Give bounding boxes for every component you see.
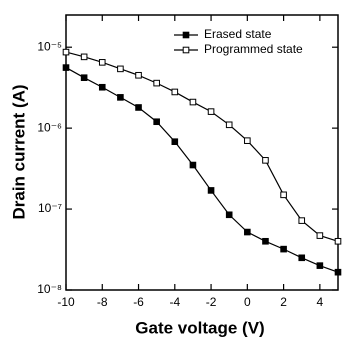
data-point — [117, 94, 124, 101]
x-tick-label: 2 — [280, 295, 287, 309]
legend-marker — [182, 31, 190, 39]
data-point — [153, 79, 160, 87]
data-point — [62, 48, 70, 56]
y-tick-label: 10⁻⁵ — [37, 39, 62, 53]
data-point — [80, 53, 88, 61]
data-point — [98, 83, 106, 91]
data-point — [135, 71, 142, 79]
data-point — [62, 64, 70, 71]
x-tick-label: -8 — [97, 295, 108, 309]
x-tick-label: 0 — [244, 295, 251, 309]
legend-marker — [182, 46, 190, 54]
data-point — [171, 88, 179, 96]
data-point — [244, 137, 251, 144]
data-point — [298, 254, 306, 262]
data-point — [316, 262, 324, 269]
legend-label: Erased state — [204, 27, 272, 41]
plot-frame — [65, 14, 339, 291]
y-tick-label: 10⁻⁷ — [38, 201, 62, 215]
legend-label: Programmed state — [204, 42, 303, 56]
x-tick-label: -2 — [206, 295, 217, 309]
x-tick-label: -10 — [57, 295, 75, 309]
data-point — [244, 228, 251, 236]
series-line — [65, 51, 339, 242]
series-line — [65, 67, 339, 273]
data-point — [225, 211, 233, 219]
data-point — [135, 104, 142, 111]
y-tick-label: 10⁻⁸ — [37, 282, 62, 296]
x-axis-label: Gate voltage (V) — [135, 318, 264, 337]
data-point — [80, 74, 88, 81]
data-point — [117, 65, 124, 73]
data-point — [334, 268, 342, 276]
y-tick-label: 10⁻⁶ — [37, 120, 62, 134]
data-point — [225, 121, 233, 129]
x-tick-label: -6 — [133, 295, 144, 309]
y-axis-label: Drain current (A) — [9, 84, 28, 219]
data-point — [171, 138, 179, 145]
x-tick-label: -4 — [169, 295, 180, 309]
data-point — [98, 59, 106, 66]
data-point — [189, 98, 197, 106]
x-tick-label: 4 — [317, 295, 324, 309]
data-point — [280, 191, 287, 199]
data-point — [262, 237, 269, 245]
data-point — [280, 245, 287, 253]
data-point — [262, 157, 269, 164]
data-point — [207, 187, 215, 194]
data-point — [189, 161, 197, 169]
data-point — [316, 232, 324, 239]
data-point — [334, 237, 342, 245]
data-point — [153, 118, 160, 126]
data-point — [298, 217, 306, 224]
data-point — [207, 108, 215, 115]
